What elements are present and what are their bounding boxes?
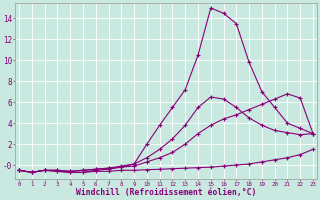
X-axis label: Windchill (Refroidissement éolien,°C): Windchill (Refroidissement éolien,°C) xyxy=(76,188,256,197)
